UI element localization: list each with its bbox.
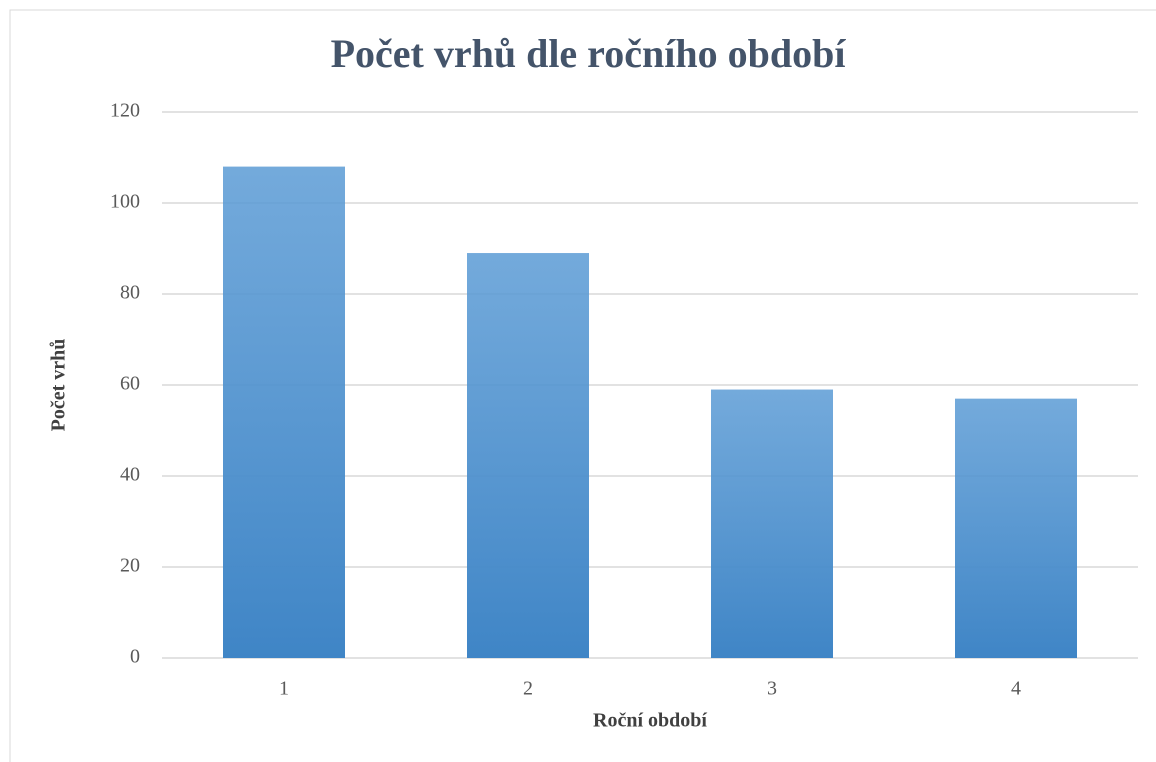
x-tick-label: 1 [279, 678, 289, 700]
y-tick-label: 80 [120, 282, 140, 304]
y-tick-label: 60 [120, 373, 140, 395]
bar [955, 398, 1077, 658]
x-tick-label: 3 [767, 678, 777, 700]
x-tick-label: 4 [1011, 678, 1021, 700]
y-axis-title: Počet vrhů [48, 339, 70, 432]
x-tick-label: 2 [523, 678, 533, 700]
x-axis-title: Roční období [593, 710, 707, 732]
y-tick-label: 20 [120, 555, 140, 577]
y-tick-label: 40 [120, 464, 140, 486]
y-tick-label: 100 [110, 191, 140, 213]
y-tick-label: 120 [110, 100, 140, 122]
bar [467, 253, 589, 659]
chart-border [9, 9, 1156, 762]
bar [711, 389, 833, 658]
bar [223, 166, 345, 658]
chart-title: Počet vrhů dle ročního období [331, 31, 847, 76]
y-tick-label: 0 [130, 646, 140, 668]
